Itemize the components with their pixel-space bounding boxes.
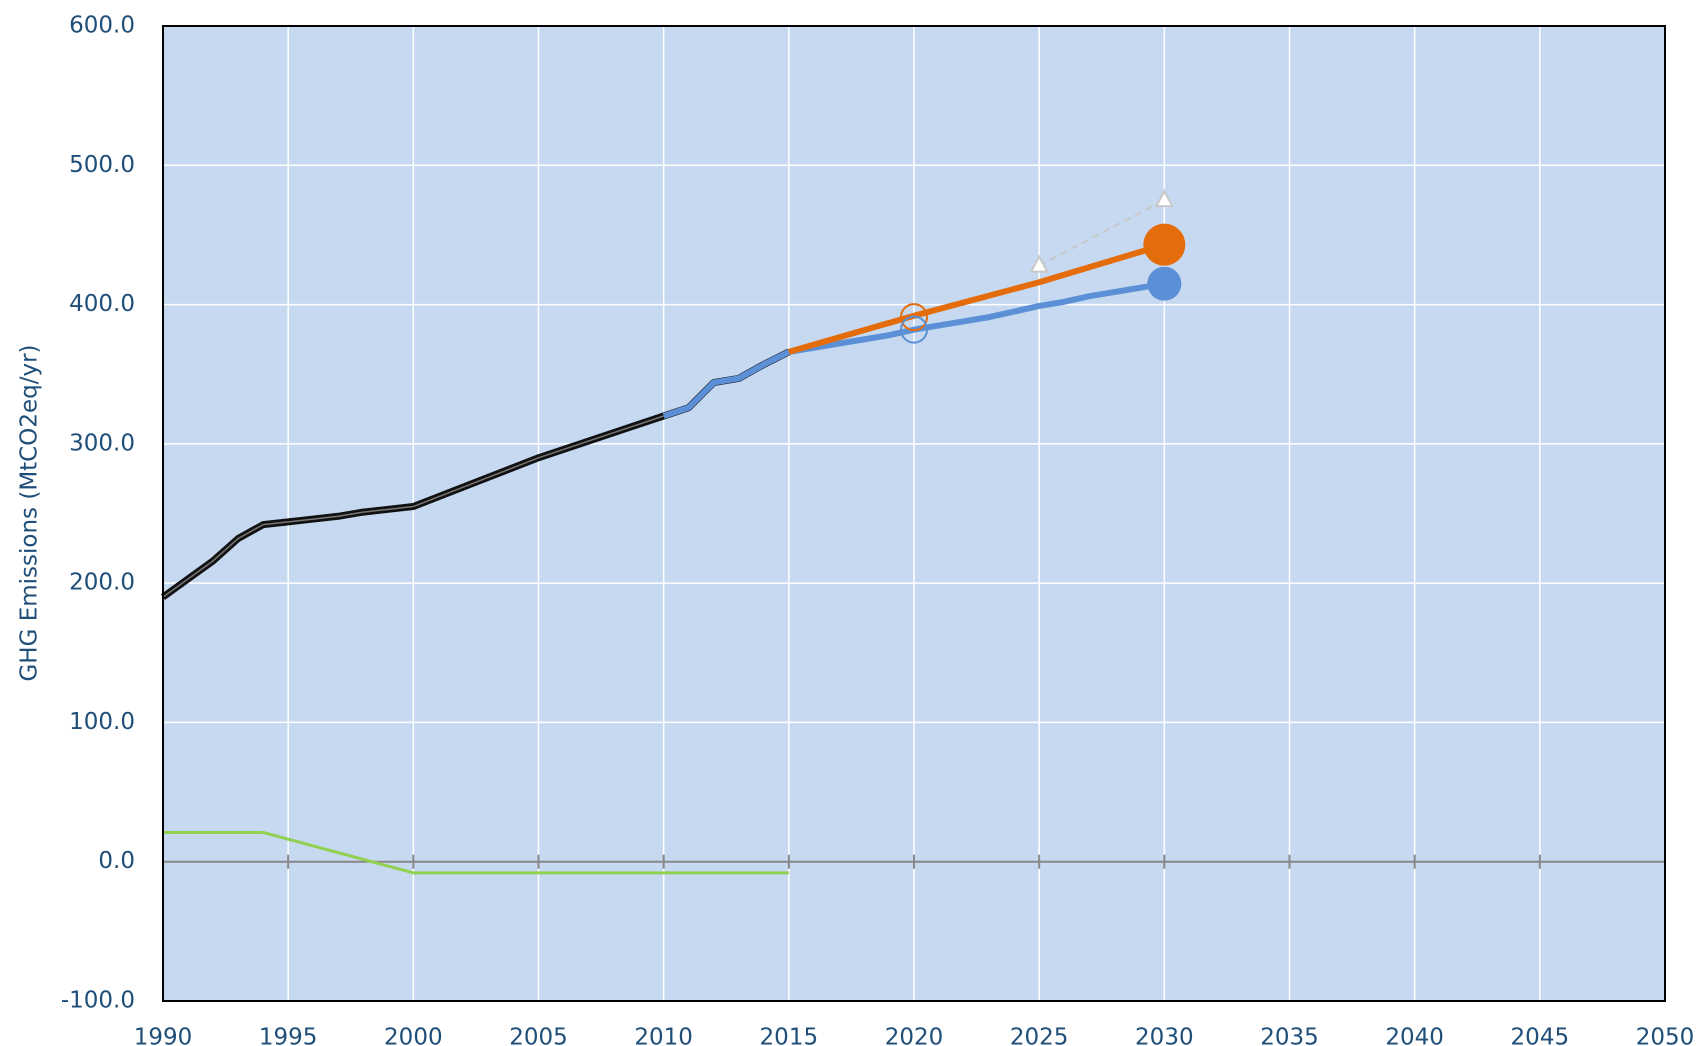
series-line [163,830,789,875]
y-tick-label: 100.0 [69,709,135,735]
x-tick-label: 2025 [1010,1025,1069,1046]
triangle-marker [1029,254,1049,273]
y-tick-label: 400.0 [69,291,135,317]
x-tick-label: 2010 [634,1025,693,1046]
x-tick-label: 2020 [885,1025,944,1046]
filled-circle-marker [1143,223,1186,266]
filled-circle-marker [1147,266,1182,301]
x-tick-label: 2030 [1135,1025,1194,1046]
y-tick-label: -100.0 [61,988,135,1014]
y-tick-label: 200.0 [69,570,135,596]
x-tick-label: 2050 [1636,1025,1695,1046]
y-tick-label: 0.0 [98,848,135,874]
open-circle-marker [900,303,928,332]
y-tick-label: 300.0 [69,430,135,456]
x-tick-label: 1990 [134,1025,193,1046]
y-tick-label: 600.0 [69,13,135,39]
x-tick-label: 2040 [1385,1025,1444,1046]
x-tick-label: 2000 [384,1025,443,1046]
x-tick-label: 2045 [1511,1025,1570,1046]
x-tick-label: 2005 [509,1025,568,1046]
x-tick-label: 2035 [1260,1025,1319,1046]
x-tick-label: 2015 [760,1025,819,1046]
series-line [787,241,1166,355]
y-axis-title: GHG Emissions (MtCO2eq/yr) [17,344,43,681]
open-circle-marker [900,315,928,344]
plot-border [162,25,1666,1002]
x-tick-label: 1995 [259,1025,318,1046]
triangle-marker [1154,188,1174,208]
y-tick-label: 500.0 [69,152,135,178]
